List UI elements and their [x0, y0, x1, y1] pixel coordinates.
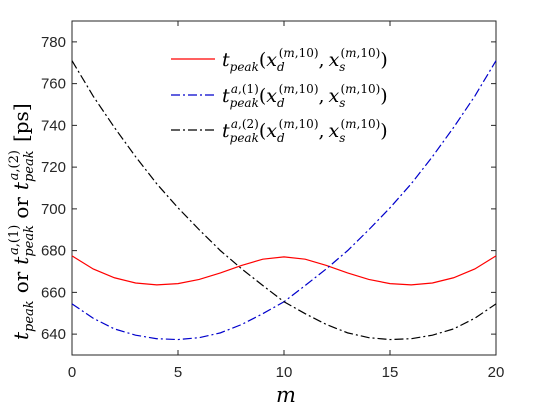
- x-axis-label: m: [276, 383, 296, 407]
- y-tick-label: 780: [41, 34, 66, 51]
- axis-ticks: 0 5 10 15 20 640 660 680 700 720 740 760 780: [41, 21, 504, 381]
- x-tick-label: 15: [382, 364, 399, 381]
- y-tick-label: 640: [41, 326, 66, 343]
- y-tick-label: 720: [41, 159, 66, 176]
- y-tick-label: 680: [41, 243, 66, 260]
- legend: tpeak(xd(m,10), xs(m,10)) tpeaka,(1)(xd(m…: [171, 46, 388, 145]
- y-tick-label: 660: [41, 284, 66, 301]
- x-tick-label: 5: [174, 364, 182, 381]
- legend-label-series-3: tpeaka,(2)(xd(m,10), xs(m,10)): [222, 117, 388, 145]
- y-tick-label: 740: [41, 117, 66, 134]
- x-tick-label: 20: [488, 364, 505, 381]
- y-axis-label: tpeakortpeaka,(1)ortpeaka,(2)[ps]: [7, 103, 37, 340]
- legend-label-series-2: tpeaka,(1)(xd(m,10), xs(m,10)): [222, 82, 388, 110]
- y-tick-label: 700: [41, 201, 66, 218]
- svg-text:tpeakortpeaka,(1)ortpeaka,(2)[: tpeakortpeaka,(1)ortpeaka,(2)[ps]: [7, 103, 37, 340]
- x-tick-label: 10: [276, 364, 293, 381]
- series-line-1: [71, 255, 497, 286]
- x-tick-label: 0: [68, 364, 76, 381]
- series-line-3: [71, 60, 497, 341]
- legend-label-series-1: tpeak(xd(m,10), xs(m,10)): [222, 46, 388, 74]
- y-tick-label: 760: [41, 76, 66, 93]
- series-lines: [71, 60, 497, 341]
